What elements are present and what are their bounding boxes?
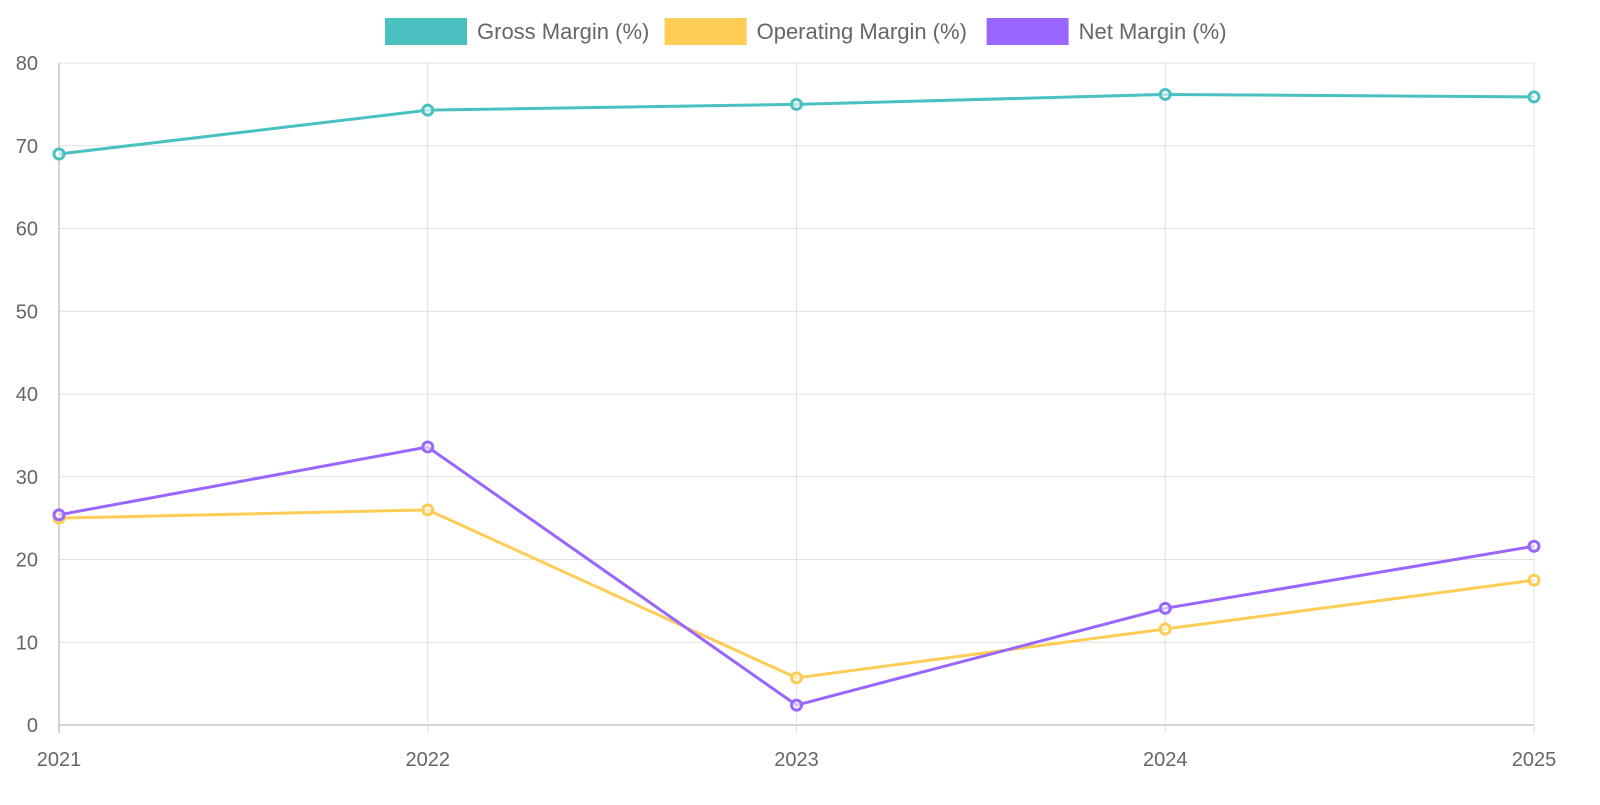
y-tick-label: 30 <box>16 467 38 489</box>
series-layer <box>52 87 1541 712</box>
data-point[interactable] <box>790 698 803 712</box>
y-tick-label: 0 <box>27 715 38 737</box>
data-point[interactable] <box>1158 87 1172 101</box>
data-point[interactable] <box>421 103 435 117</box>
legend-label: Net Margin (%) <box>1079 19 1227 44</box>
y-tick-label: 80 <box>16 53 38 75</box>
x-tick-label: 2022 <box>406 749 451 771</box>
y-tick-label: 10 <box>16 632 38 654</box>
data-point[interactable] <box>1158 622 1172 636</box>
legend-label: Gross Margin (%) <box>477 19 649 44</box>
y-tick-label: 20 <box>16 550 38 572</box>
axes: 0 10 20 30 40 50 60 70 80 2021 2022 2023 2024 2025 <box>16 53 1557 771</box>
legend-item[interactable]: Net Margin (%) <box>986 18 1227 45</box>
legend-item[interactable]: Operating Margin (%) <box>664 18 967 45</box>
gridlines <box>58 62 1535 733</box>
y-tick-label: 40 <box>16 384 38 406</box>
legend-swatch <box>986 18 1069 45</box>
data-point[interactable] <box>421 440 435 454</box>
x-tick-label: 2025 <box>1512 749 1557 771</box>
x-tick-label: 2023 <box>774 749 819 771</box>
legend-swatch <box>385 18 467 45</box>
data-point[interactable] <box>421 503 435 517</box>
data-point[interactable] <box>52 508 66 522</box>
data-point[interactable] <box>790 97 803 111</box>
data-point[interactable] <box>1527 90 1541 104</box>
legend-label: Operating Margin (%) <box>757 19 967 44</box>
x-tick-label: 2024 <box>1143 749 1188 771</box>
y-tick-label: 60 <box>16 219 38 241</box>
legend-item[interactable]: Gross Margin (%) <box>385 18 649 45</box>
y-tick-label: 50 <box>16 301 38 323</box>
data-point[interactable] <box>1527 573 1541 587</box>
data-point[interactable] <box>52 147 66 161</box>
data-point[interactable] <box>1158 601 1172 615</box>
x-tick-label: 2021 <box>37 749 82 771</box>
legend-swatch <box>664 18 747 45</box>
series-0 <box>52 87 1541 161</box>
series-2 <box>52 440 1541 712</box>
y-tick-label: 70 <box>16 136 38 158</box>
data-point[interactable] <box>1527 539 1541 553</box>
legend: Gross Margin (%) Operating Margin (%) Net … <box>385 18 1227 45</box>
data-point[interactable] <box>790 671 803 685</box>
